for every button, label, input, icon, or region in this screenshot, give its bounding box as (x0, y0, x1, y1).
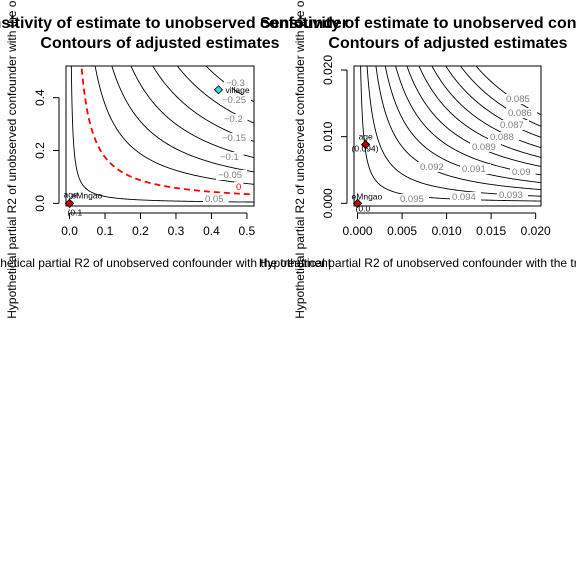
chart-title-line1: Sensitivity of estimate to unobserved co… (0, 15, 348, 32)
contour-line (395, 66, 541, 176)
y-tick-label: 0.000 (321, 188, 335, 218)
x-tick-label: 0.000 (343, 224, 373, 238)
benchmark-point-label: (0.094) (352, 144, 379, 154)
x-tick-label: 0.010 (432, 224, 462, 238)
contour-label: 0.086 (508, 108, 532, 119)
contour-line (111, 66, 254, 173)
contour-label: 0.09 (512, 167, 531, 178)
plot-frame (65, 65, 255, 207)
benchmark-point-marker (361, 140, 371, 150)
contour-label: 0.05 (205, 194, 224, 205)
x-axis-label: Hypothetical partial R2 of unobserved co… (259, 256, 576, 270)
x-tick-label: 0.5 (239, 224, 256, 238)
benchmark-point-marker (213, 85, 224, 95)
contour-line (130, 66, 254, 159)
y-axis-label: Hypothetical partial R2 of unobserved co… (293, 0, 307, 319)
chart-title-line1: Sensitivity of estimate to unobserved co… (260, 15, 576, 32)
contour-label: 0 (236, 182, 241, 193)
benchmark-point-label: (0.1 (68, 207, 83, 217)
benchmark-point-label: eMngao (72, 190, 103, 200)
y-axis: 0.000 0.010 0.020 (321, 55, 348, 218)
y-tick-label: 0.4 (33, 89, 47, 106)
contour-line (360, 66, 541, 202)
x-axis-label: Hypothetical partial R2 of unobserved co… (0, 256, 332, 270)
left-contour-panel: Sensitivity of estimate to unobserved co… (0, 0, 348, 319)
contour-label: −0.2 (224, 114, 243, 125)
chart-title-line2: Contours of adjusted estimates (328, 35, 567, 52)
contour-line (70, 66, 254, 203)
contour-label: −0.3 (226, 78, 245, 89)
x-axis: 0.0 0.1 0.2 0.3 0.4 0.5 (61, 212, 256, 238)
contour-label: −0.1 (220, 152, 239, 163)
y-tick-label: 0.020 (321, 55, 335, 85)
contour-line (94, 66, 254, 185)
y-tick-label: 0.0 (33, 195, 47, 212)
contour-line (80, 66, 254, 196)
x-tick-label: 0.3 (168, 224, 185, 238)
benchmark-point-label: eMngao (352, 191, 383, 201)
y-tick-label: 0.2 (33, 142, 47, 159)
contour-label: 0.093 (499, 190, 523, 201)
contour-line (375, 66, 541, 191)
contour-label: −0.05 (218, 170, 242, 181)
contour-line (475, 66, 541, 116)
benchmark-point-label: (0.0 (356, 203, 371, 213)
contour-label: −0.25 (222, 95, 246, 106)
benchmark-point-label: age (64, 189, 78, 199)
benchmark-point-label: village (226, 85, 250, 95)
contour-line (406, 66, 541, 167)
benchmark-point-marker (64, 198, 75, 208)
x-tick-label: 0.4 (203, 224, 220, 238)
contour-label: 0.088 (490, 132, 514, 143)
benchmark-point-label: age (359, 132, 373, 142)
x-tick-label: 0.0 (61, 224, 78, 238)
x-tick-label: 0.1 (97, 224, 114, 238)
contour-label: −0.15 (222, 133, 246, 144)
x-axis: 0.000 0.005 0.010 0.015 0.020 (343, 212, 551, 238)
y-tick-label: 0.010 (321, 121, 335, 151)
contour-line (418, 66, 541, 158)
contour-line (384, 66, 541, 184)
x-tick-label: 0.015 (476, 224, 506, 238)
plot-frame (353, 65, 542, 207)
contour-lines (360, 66, 541, 202)
x-tick-label: 0.020 (521, 224, 551, 238)
contour-label: 0.089 (472, 142, 496, 153)
chart-title-line2: Contours of adjusted estimates (40, 35, 279, 52)
x-tick-label: 0.2 (132, 224, 149, 238)
x-tick-label: 0.005 (387, 224, 417, 238)
contour-label: 0.094 (452, 192, 476, 203)
y-axis: 0.0 0.2 0.4 (33, 89, 60, 212)
contour-label: 0.092 (420, 162, 444, 173)
right-contour-panel: Sensitivity of estimate to unobserved co… (259, 0, 576, 319)
contour-label: 0.091 (462, 164, 486, 175)
benchmark-point-marker (352, 198, 363, 208)
contour-label: 0.095 (400, 194, 424, 205)
contour-label: 0.087 (500, 120, 524, 131)
contour-line (152, 66, 254, 142)
contour-label: 0.085 (506, 94, 530, 105)
contour-line (366, 66, 541, 197)
y-axis-label: Hypothetical partial R2 of unobserved co… (5, 0, 19, 319)
